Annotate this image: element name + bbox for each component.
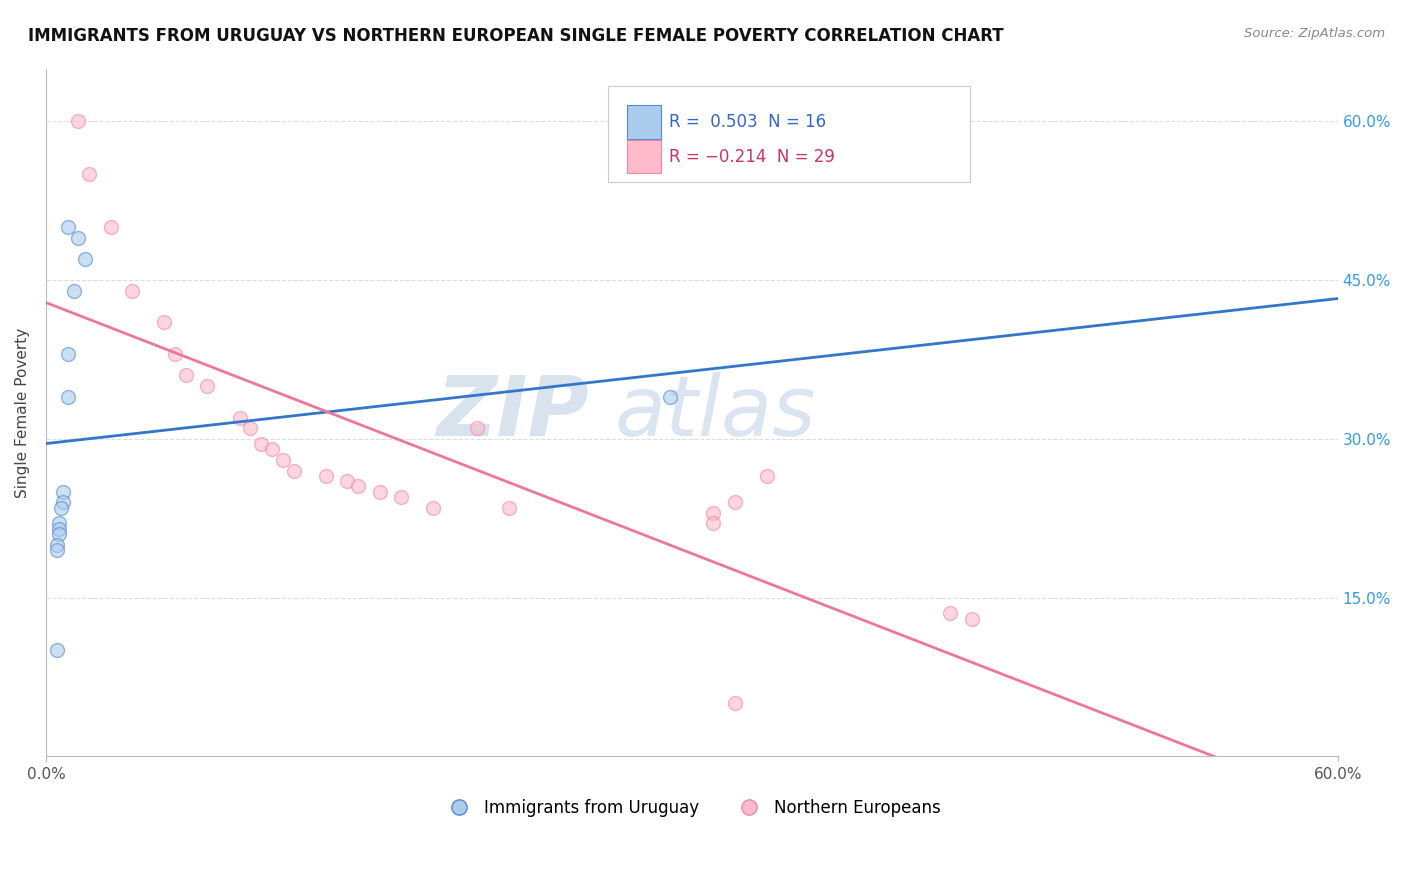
Legend: Immigrants from Uruguay, Northern Europeans: Immigrants from Uruguay, Northern Europe… (436, 792, 948, 823)
Point (49, 500, 72, 515)
Point (56, 220, 79, 235)
Point (45, 538, 67, 552)
Point (260, 442, 283, 457)
Point (48, 516, 70, 531)
Point (250, 437, 273, 451)
Point (960, 612, 983, 626)
Point (724, 697, 747, 711)
Point (659, 390, 682, 404)
Point (165, 347, 187, 361)
Text: R = −0.214  N = 29: R = −0.214 N = 29 (669, 147, 834, 166)
Y-axis label: Single Female Poverty: Single Female Poverty (15, 327, 30, 498)
Point (45, 543, 67, 558)
Point (197, 379, 219, 393)
Text: ZIP: ZIP (436, 372, 589, 453)
Point (77, 167, 100, 181)
Point (271, 453, 294, 467)
Point (368, 484, 391, 499)
Text: Source: ZipAtlas.com: Source: ZipAtlas.com (1244, 27, 1385, 40)
Point (389, 490, 412, 504)
Point (422, 500, 444, 515)
Point (73, 252, 96, 266)
Point (100, 220, 122, 235)
Point (347, 479, 370, 493)
Point (465, 421, 488, 435)
Point (52, 495, 75, 509)
Point (498, 500, 520, 515)
FancyBboxPatch shape (607, 86, 970, 182)
Point (756, 468, 779, 483)
Point (121, 284, 143, 298)
Point (702, 516, 724, 531)
Text: atlas: atlas (614, 372, 815, 453)
Point (315, 468, 337, 483)
Point (63, 284, 86, 298)
Point (239, 421, 262, 435)
Text: IMMIGRANTS FROM URUGUAY VS NORTHERN EUROPEAN SINGLE FEMALE POVERTY CORRELATION C: IMMIGRANTS FROM URUGUAY VS NORTHERN EURO… (28, 27, 1004, 45)
FancyBboxPatch shape (627, 140, 661, 173)
Point (56, 347, 79, 361)
Point (336, 474, 359, 488)
Point (283, 464, 305, 478)
Point (939, 607, 962, 621)
Point (48, 527, 70, 541)
Point (228, 410, 250, 425)
Point (67, 114, 90, 128)
Point (174, 368, 197, 383)
Point (67, 231, 90, 245)
Point (56, 390, 79, 404)
Point (48, 522, 70, 536)
FancyBboxPatch shape (627, 105, 661, 139)
Text: R =  0.503  N = 16: R = 0.503 N = 16 (669, 113, 825, 131)
Point (702, 506, 724, 520)
Point (153, 315, 176, 329)
Point (724, 495, 747, 509)
Point (45, 643, 67, 657)
Point (52, 484, 75, 499)
